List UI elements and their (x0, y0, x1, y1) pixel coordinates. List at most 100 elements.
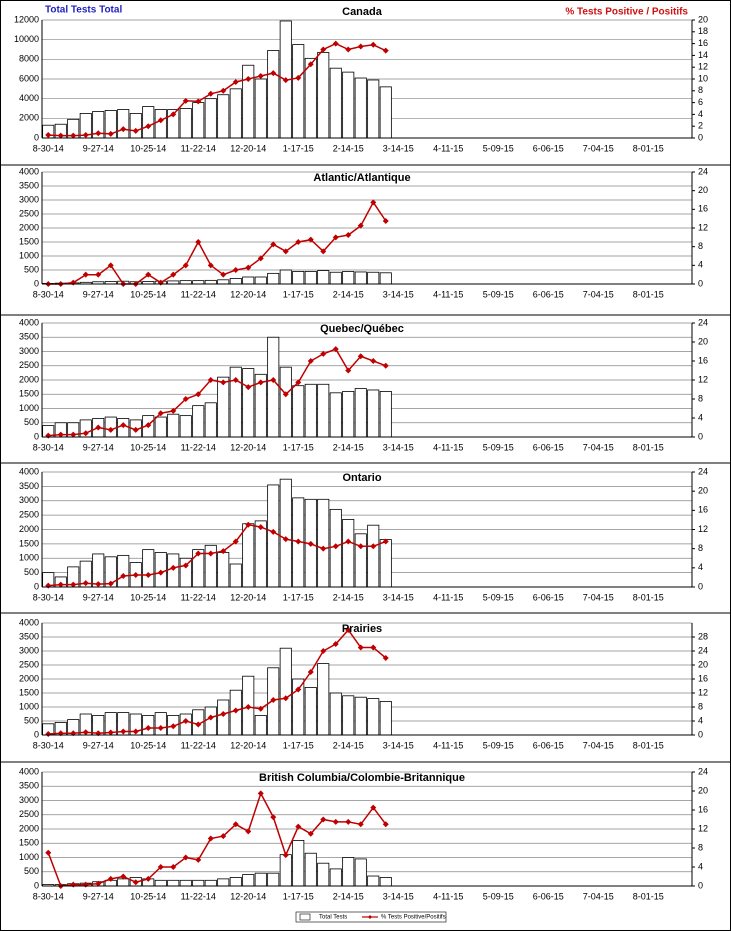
chart-title: Quebec/Québec (320, 323, 404, 335)
x-tick-label: 12-20-14 (230, 891, 266, 901)
percent-marker (370, 41, 377, 48)
y-tick-label: 1500 (19, 687, 39, 697)
x-tick-label: 5-09-15 (483, 592, 514, 602)
y2-tick-label: 4 (698, 861, 703, 871)
x-tick-label: 9-27-14 (83, 592, 114, 602)
percent-marker (320, 648, 327, 654)
y-axis-label: Total Tests Total (45, 5, 122, 16)
percent-marker (382, 218, 389, 224)
percent-marker (232, 707, 239, 714)
y2-axis-label: % Tests Positive / Positifs (565, 7, 688, 18)
bar (317, 383, 330, 438)
y2-tick-label: 0 (698, 278, 703, 288)
bar (329, 392, 342, 438)
bar (204, 402, 217, 438)
bar (367, 389, 380, 438)
percent-line (48, 348, 387, 437)
percent-marker (120, 873, 127, 880)
bar (129, 113, 142, 139)
percent-marker (157, 117, 164, 124)
percent-marker (307, 358, 314, 364)
bar (229, 877, 242, 887)
bar (217, 552, 230, 588)
x-tick-label: 4-11-15 (433, 891, 463, 901)
x-tick-label: 9-27-14 (83, 442, 114, 452)
y2-tick-label: 18 (698, 26, 708, 36)
percent-marker (320, 545, 327, 552)
x-tick-label: 5-09-15 (483, 143, 514, 153)
percent-marker (357, 644, 364, 651)
percent-marker (57, 431, 64, 438)
percent-marker (320, 816, 327, 823)
percent-marker (207, 377, 214, 383)
bar (179, 879, 192, 887)
percent-marker (70, 581, 77, 588)
percent-marker (307, 669, 314, 675)
percent-marker (145, 123, 152, 130)
percent-marker (282, 248, 289, 255)
percent-marker (345, 627, 352, 633)
x-tick-label: 7-04-15 (583, 740, 614, 750)
bar (329, 271, 342, 285)
bar (292, 270, 305, 285)
percent-marker (170, 111, 177, 118)
percent-marker (232, 377, 239, 383)
y-tick-label: 0 (34, 278, 39, 288)
bar (367, 698, 380, 736)
percent-marker (107, 875, 114, 882)
percent-marker (345, 367, 352, 374)
y-tick-label: 3000 (19, 194, 39, 204)
y2-tick-label: 8 (698, 701, 703, 711)
bar (154, 712, 167, 736)
y2-tick-label: 0 (698, 729, 703, 739)
y2-tick-label: 4 (698, 562, 703, 572)
bar (242, 368, 255, 438)
y2-tick-label: 10 (698, 73, 708, 83)
y-tick-label: 0 (34, 880, 39, 890)
percent-marker (107, 262, 114, 269)
percent-marker (257, 255, 264, 262)
y-tick-label: 4000 (19, 93, 39, 103)
x-tick-label: 3-14-15 (383, 143, 414, 153)
percent-marker (57, 581, 64, 588)
percent-marker (220, 379, 227, 386)
x-tick-label: 11-22-14 (181, 289, 216, 299)
percent-line (48, 200, 387, 285)
y-tick-label: 2500 (19, 360, 39, 370)
percent-marker (95, 271, 102, 278)
x-tick-label: 4-11-15 (433, 740, 463, 750)
y-tick-label: 2500 (19, 510, 39, 520)
percent-marker (245, 384, 252, 391)
percent-marker (295, 823, 302, 830)
percent-marker (95, 581, 102, 588)
percent-marker (170, 271, 177, 278)
percent-marker (95, 130, 102, 137)
bar (267, 336, 280, 438)
percent-marker (245, 704, 252, 710)
percent-marker (120, 422, 127, 429)
x-tick-label: 11-22-14 (181, 143, 216, 153)
bar (304, 57, 317, 139)
percent-marker (282, 852, 289, 859)
percent-marker (295, 74, 302, 81)
y-tick-label: 4000 (19, 317, 39, 327)
y-tick-label: 2000 (19, 222, 39, 232)
x-tick-label: 12-20-14 (230, 740, 266, 750)
y-tick-label: 500 (24, 264, 39, 274)
bar (279, 478, 292, 588)
y-tick-label: 3500 (19, 332, 39, 342)
y-tick-label: 1000 (19, 553, 39, 563)
bar (117, 109, 130, 139)
chart-title: Prairies (342, 623, 382, 635)
y2-tick-label: 16 (698, 804, 708, 814)
bar (279, 366, 292, 438)
percent-marker (170, 564, 177, 571)
percent-marker (320, 248, 327, 255)
percent-marker (195, 98, 202, 105)
percent-marker (107, 426, 114, 433)
percent-marker (157, 410, 164, 417)
percent-marker (182, 97, 189, 104)
x-tick-label: 5-09-15 (483, 891, 514, 901)
y-tick-label: 1500 (19, 389, 39, 399)
